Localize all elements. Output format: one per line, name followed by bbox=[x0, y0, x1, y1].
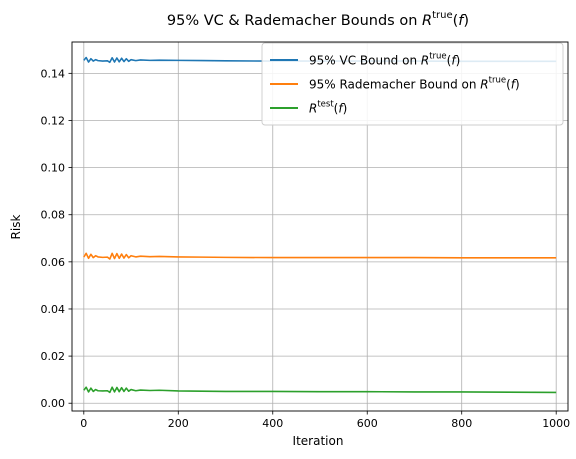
x-tick-label: 0 bbox=[80, 417, 87, 430]
test-risk-line bbox=[83, 386, 557, 394]
legend: 95% VC Bound on Rtrue(f) 95% Rademacher … bbox=[261, 42, 564, 126]
x-axis-label: Iteration bbox=[293, 434, 344, 448]
rademacher-bound-line bbox=[83, 252, 557, 260]
y-tick-label: 0.02 bbox=[41, 350, 66, 363]
chart-title: 95% VC & Rademacher Bounds on Rtrue(f) bbox=[167, 10, 469, 29]
y-tick-label: 0.10 bbox=[41, 162, 66, 175]
legend-label-test: Rtest(f) bbox=[309, 100, 347, 116]
y-tick-label: 0.08 bbox=[41, 209, 66, 222]
plot-frame bbox=[71, 41, 569, 412]
x-tick-label: 600 bbox=[357, 417, 378, 430]
x-tick-label: 800 bbox=[451, 417, 472, 430]
x-tick-label: 400 bbox=[262, 417, 283, 430]
x-tick-label: 200 bbox=[168, 417, 189, 430]
y-axis-label: Risk bbox=[9, 215, 23, 240]
y-tick-label: 0.04 bbox=[41, 303, 66, 316]
y-tick-label: 0.12 bbox=[41, 114, 66, 127]
legend-box bbox=[261, 42, 564, 126]
y-tick-label: 0.06 bbox=[41, 256, 66, 269]
y-tick-label: 0.14 bbox=[41, 67, 66, 80]
x-tick-label: 1000 bbox=[542, 417, 570, 430]
legend-label-rademacher: 95% Rademacher Bound on Rtrue(f) bbox=[309, 76, 520, 92]
y-tick-label: 0.00 bbox=[41, 397, 66, 410]
legend-label-vc: 95% VC Bound on Rtrue(f) bbox=[309, 52, 460, 68]
axes-ticks: 0 200 400 600 800 1000 0.00 0.02 0.04 0.06 0.08 0.1… bbox=[41, 67, 571, 430]
